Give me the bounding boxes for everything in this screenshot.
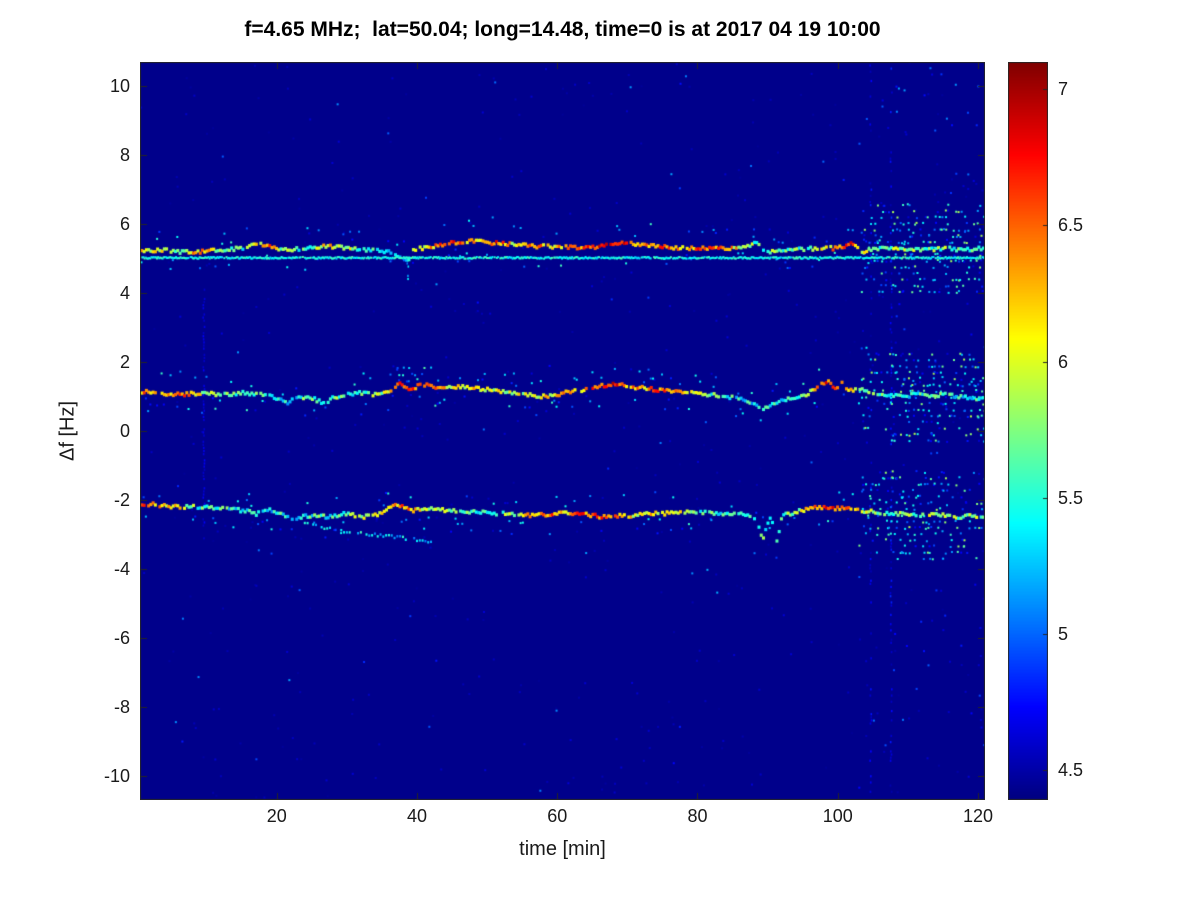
colorbar-tick-label: 6.5 (1058, 215, 1084, 236)
colorbar-tick-label: 6 (1058, 351, 1069, 372)
x-tick-label: 80 (687, 806, 708, 826)
y-tick-label: -8 (113, 696, 130, 717)
y-tick-label: 4 (119, 283, 130, 304)
colorbar-tick-label: 5.5 (1058, 487, 1084, 508)
x-tick-label: 120 (962, 806, 993, 826)
y-tick-label: 8 (119, 145, 130, 166)
chart-title: f=4.65 MHz; lat=50.04; long=14.48, time=… (244, 18, 881, 41)
y-tick-label: 6 (119, 214, 130, 235)
x-tick-label: 20 (266, 806, 287, 826)
y-tick-label: -4 (113, 558, 130, 579)
x-tick-label: 100 (822, 806, 853, 826)
colorbar (1008, 62, 1048, 800)
x-tick-label: 40 (406, 806, 427, 826)
x-tick-label: 60 (547, 806, 568, 826)
colorbar-tick-label: 5 (1058, 623, 1069, 644)
y-tick-label: 0 (119, 421, 130, 441)
y-tick-label: -10 (103, 765, 130, 786)
colorbar-tick-label: 4.5 (1058, 760, 1084, 781)
spectrogram-plot (140, 62, 985, 800)
colorbar-tick-label: 7 (1058, 79, 1069, 100)
x-axis-label: time [min] (519, 838, 606, 860)
y-tick-label: 10 (109, 76, 130, 97)
y-tick-label: 2 (119, 352, 130, 373)
y-tick-label: -2 (113, 489, 130, 510)
y-tick-label: -6 (113, 627, 130, 648)
